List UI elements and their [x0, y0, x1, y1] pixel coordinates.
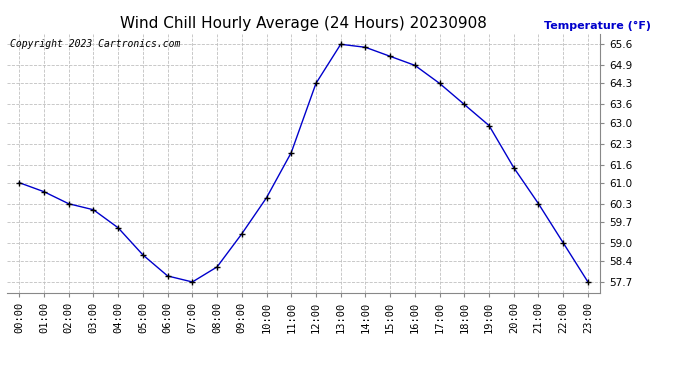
Text: Copyright 2023 Cartronics.com: Copyright 2023 Cartronics.com [10, 39, 180, 49]
Text: Temperature (°F): Temperature (°F) [544, 21, 651, 31]
Title: Wind Chill Hourly Average (24 Hours) 20230908: Wind Chill Hourly Average (24 Hours) 202… [120, 16, 487, 31]
